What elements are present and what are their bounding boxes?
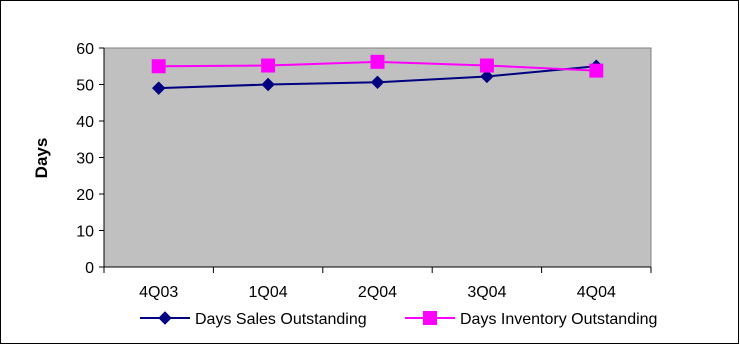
data-point [151, 81, 166, 95]
y-tick-label: 60 [76, 41, 94, 58]
legend: Days Sales Outstanding Days Inventory Out… [140, 311, 657, 328]
x-tick-label: 2Q04 [358, 284, 397, 301]
axes: 0 10 20 30 40 50 60 4Q03 1Q04 2Q04 3Q04 4Q04 [76, 41, 652, 301]
series-layer [151, 54, 604, 95]
y-tick-label: 30 [76, 151, 94, 168]
data-point [480, 69, 494, 84]
y-tick-label: 0 [85, 260, 94, 277]
x-tick-label: 1Q04 [249, 284, 288, 301]
legend-marker [158, 311, 172, 325]
data-point [261, 58, 276, 73]
legend-label: Days Inventory Outstanding [460, 311, 657, 328]
legend-marker [423, 311, 437, 325]
y-tick-label: 40 [76, 114, 94, 131]
x-tick-label: 3Q04 [467, 284, 506, 301]
data-point [370, 54, 385, 69]
series-2 [151, 54, 604, 78]
x-tick-label: 4Q04 [577, 284, 616, 301]
y-tick-label: 50 [76, 78, 94, 95]
legend-label: Days Sales Outstanding [195, 311, 367, 328]
data-point [261, 77, 275, 92]
x-tick-label: 4Q03 [139, 284, 178, 301]
legend-entry-1: Days Sales Outstanding [140, 311, 367, 328]
legend-entry-2: Days Inventory Outstanding [405, 311, 657, 328]
data-point [479, 58, 494, 73]
y-axis-title: Days [32, 138, 51, 179]
data-point [370, 75, 385, 90]
data-point [589, 63, 604, 78]
y-tick-label: 20 [76, 187, 94, 204]
y-tick-label: 10 [76, 224, 94, 241]
data-point [151, 59, 166, 74]
